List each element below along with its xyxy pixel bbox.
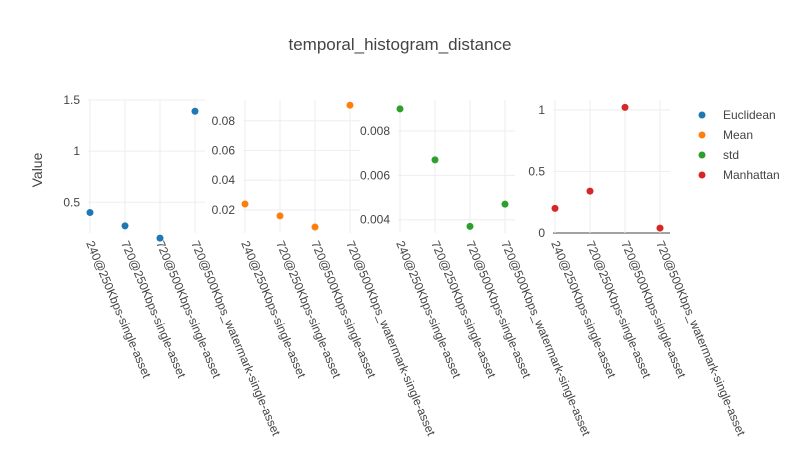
panel-std: 0.0040.0060.008240@250Kbps-single-asset7…: [360, 100, 594, 438]
y-tick-label: 0.08: [212, 114, 236, 128]
y-tick-label: 0.04: [212, 173, 236, 187]
y-tick-label: 0.02: [212, 203, 236, 217]
panels: 0.511.5240@250Kbps-single-asset720@250Kb…: [63, 93, 748, 438]
x-tick-label: 720@500Kbps-single-asset: [308, 239, 379, 381]
data-point-manhattan: [621, 103, 629, 111]
data-point-std: [396, 105, 404, 113]
legend-item-euclidean[interactable]: Euclidean: [698, 108, 776, 122]
data-point-euclidean: [121, 222, 129, 230]
y-tick-label: 0.5: [528, 164, 545, 178]
x-tick-label: 720@500Kbps-single-asset: [618, 239, 689, 381]
data-point-std: [466, 222, 474, 230]
data-point-mean: [276, 212, 284, 220]
legend-item-std[interactable]: std: [698, 148, 740, 162]
y-tick-label: 0.004: [360, 213, 390, 227]
y-tick-label: 0.008: [360, 124, 390, 138]
y-tick-label: 1: [538, 103, 545, 117]
y-tick-label: 0: [538, 226, 545, 240]
y-tick-label: 0.06: [212, 144, 236, 158]
legend-label: std: [723, 148, 739, 162]
data-point-manhattan: [656, 224, 664, 232]
legend: Euclidean Mean std Manhattan: [698, 108, 780, 182]
legend-label: Euclidean: [723, 108, 776, 122]
y-tick-label: 0.006: [360, 168, 390, 182]
y-tick-label: 0.5: [63, 195, 80, 209]
data-point-mean: [311, 223, 319, 231]
data-point-std: [501, 200, 509, 208]
legend-marker: [698, 151, 706, 159]
y-axis-label: Value: [29, 152, 45, 187]
x-tick-label: 720@250Kbps-single-asset: [428, 239, 499, 381]
data-point-euclidean: [156, 234, 164, 242]
data-point-mean: [241, 200, 249, 208]
chart-title: temporal_histogram_distance: [288, 35, 511, 54]
legend-item-manhattan[interactable]: Manhattan: [698, 168, 780, 182]
legend-label: Manhattan: [723, 168, 780, 182]
data-point-euclidean: [191, 107, 199, 115]
x-tick-label: 720@250Kbps-single-asset: [118, 239, 189, 381]
x-tick-label: 720@250Kbps-single-asset: [583, 239, 654, 381]
x-tick-label: 720@500Kbps-single-asset: [463, 239, 534, 381]
x-tick-label: 240@250Kbps-single-asset: [83, 239, 154, 381]
legend-marker: [698, 131, 706, 139]
y-tick-label: 1: [73, 144, 80, 158]
data-point-manhattan: [586, 187, 594, 195]
legend-label: Mean: [723, 128, 753, 142]
x-tick-label: 720@250Kbps-single-asset: [273, 239, 344, 381]
legend-marker: [698, 111, 706, 119]
legend-marker: [698, 171, 706, 179]
data-point-std: [431, 156, 439, 164]
legend-item-mean[interactable]: Mean: [698, 128, 754, 142]
data-point-euclidean: [86, 209, 94, 217]
x-tick-label: 720@500Kbps-single-asset: [153, 239, 224, 381]
y-tick-label: 1.5: [63, 93, 80, 107]
data-point-manhattan: [551, 204, 559, 212]
data-point-mean: [346, 101, 354, 109]
